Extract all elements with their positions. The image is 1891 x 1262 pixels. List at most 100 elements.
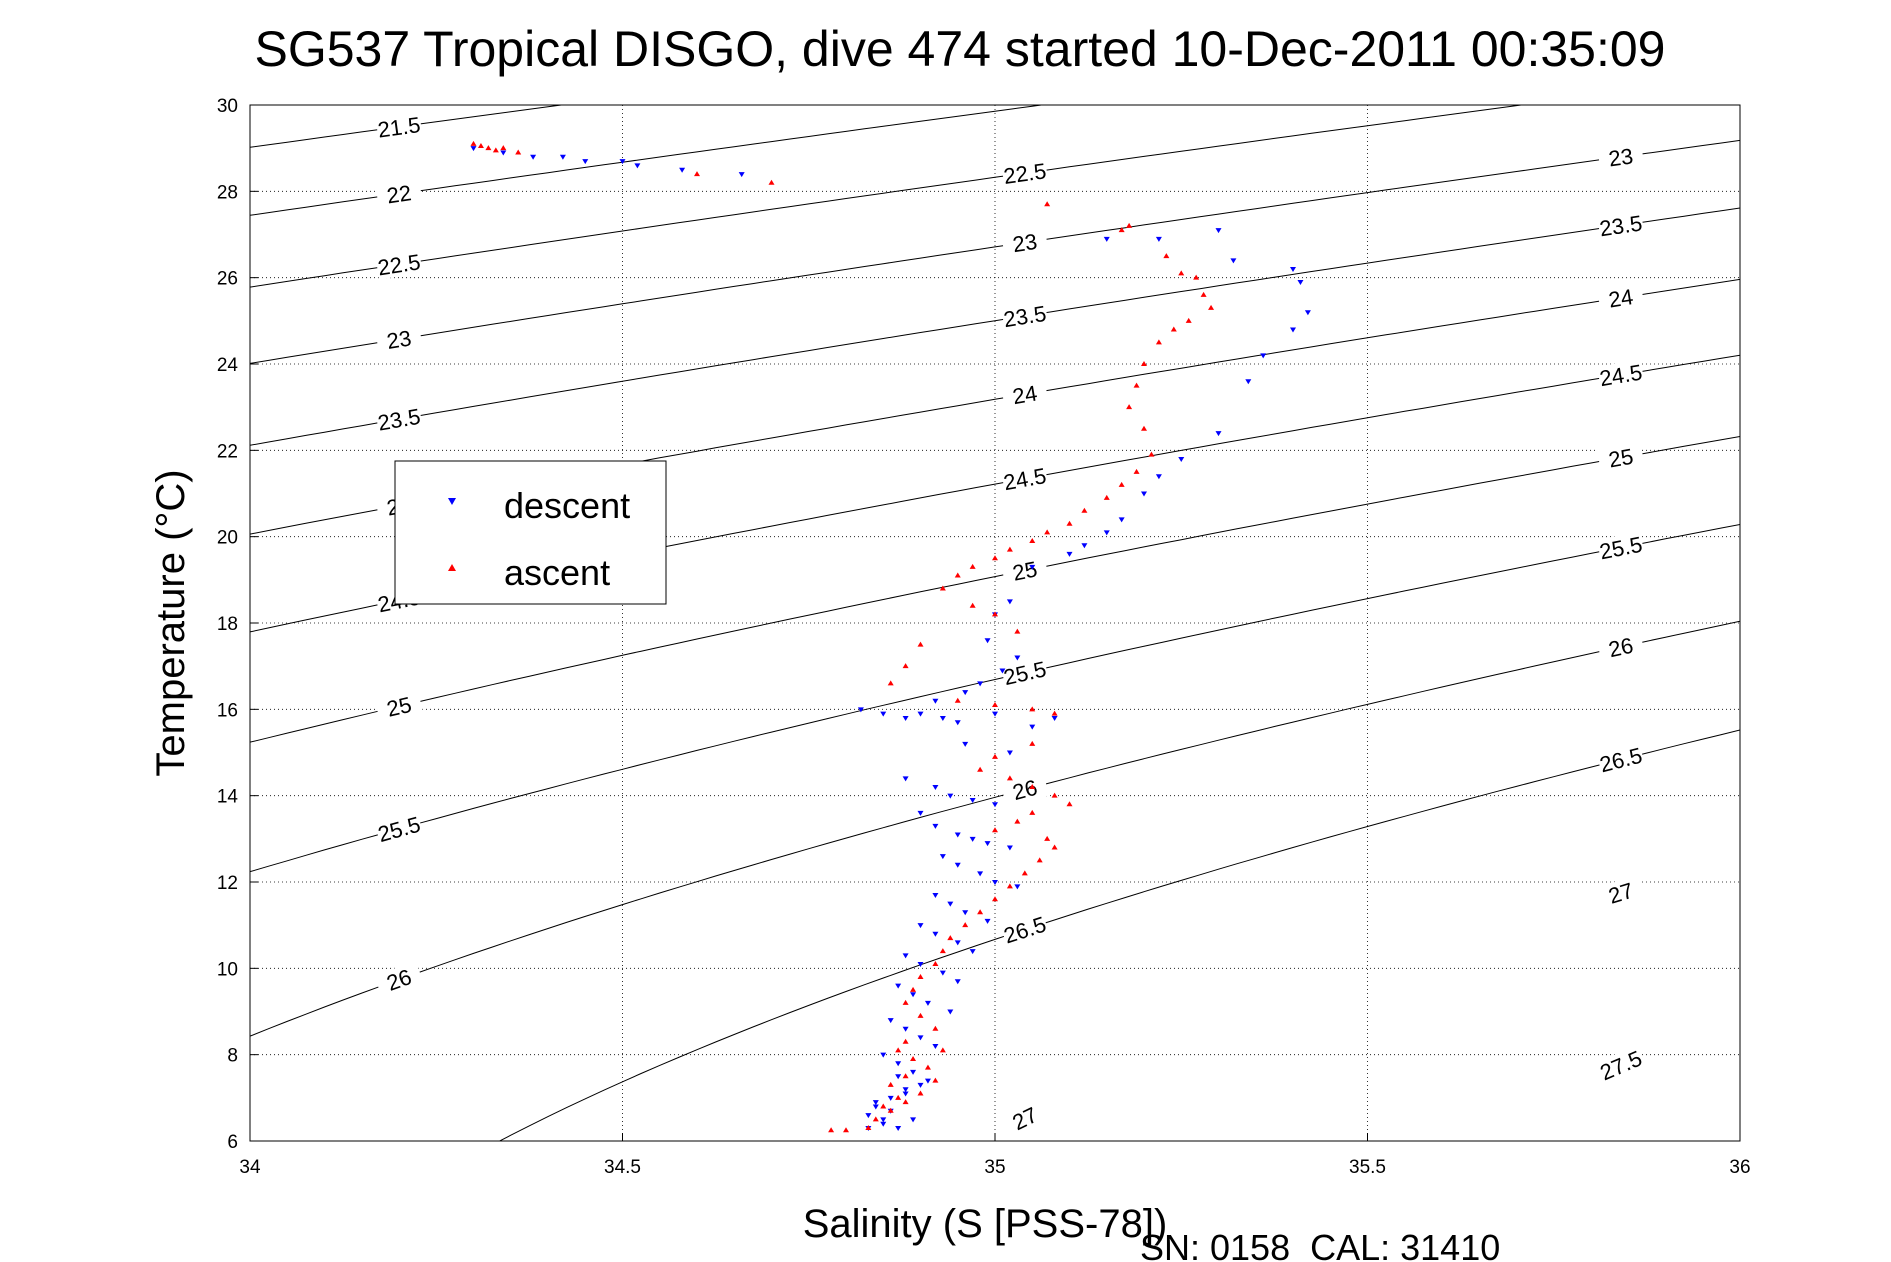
ascent-point: [1029, 537, 1036, 543]
ascent-point: [470, 140, 477, 146]
ascent-point: [902, 1073, 909, 1079]
ascent-point: [1006, 546, 1013, 552]
legend-box: [394, 460, 667, 605]
descent-point: [857, 707, 864, 713]
ascent-point: [1014, 818, 1021, 824]
contour-label-bg: [1001, 300, 1049, 332]
x-axis-label: Salinity (S [PSS-78]): [803, 1202, 1168, 1246]
ascent-point: [1148, 451, 1155, 457]
ascent-point: [1185, 317, 1192, 323]
descent-point: [1290, 267, 1296, 273]
descent-point: [939, 970, 946, 976]
ascent-point: [917, 973, 924, 979]
descent-point: [679, 167, 686, 173]
footer-serial-cal: SN: 0158 CAL: 31410: [1140, 1227, 1500, 1262]
descent-point: [932, 698, 939, 704]
ascent-point: [939, 585, 946, 591]
contour-label: 24: [1011, 380, 1039, 409]
ascent-point: [1029, 809, 1036, 815]
contour-label: 25: [1607, 444, 1636, 473]
ascent-point: [932, 1025, 939, 1031]
ascent-point: [992, 827, 998, 833]
isopycnal-line: [250, 207, 1740, 446]
ascent-point: [1178, 270, 1185, 276]
descent-point: [738, 172, 745, 178]
ascent-point: [977, 909, 984, 915]
contour-label-bg: [1001, 227, 1049, 258]
descent-point: [917, 711, 924, 717]
ascent-point: [887, 1081, 894, 1087]
y-tick-label: 6: [227, 1132, 238, 1153]
contour-label: 27: [387, 0, 411, 5]
contour-label-bg: [375, 112, 423, 142]
descent-point: [559, 154, 566, 160]
descent-point: [582, 159, 589, 165]
isopycnal-line: [250, 436, 1740, 743]
ascent-point: [1170, 326, 1177, 332]
contour-label: 23: [385, 325, 413, 354]
legend-ascent-label: ascent: [504, 552, 610, 593]
data-points: [470, 140, 1311, 1133]
descent-point: [939, 715, 946, 721]
ascent-point: [515, 149, 522, 155]
descent-point: [924, 1000, 931, 1006]
descent-point: [962, 690, 969, 696]
isopycnal-line: [250, 105, 1045, 216]
ascent-point: [843, 1127, 849, 1133]
ascent-point: [932, 961, 939, 967]
contour-label-bg: [1596, 742, 1646, 777]
contour-label-bg: [375, 403, 423, 435]
contour-label-bg: [1597, 282, 1645, 314]
descent-point: [887, 1018, 894, 1024]
x-tick-label: 35: [984, 1157, 1005, 1178]
contour-label: 22: [385, 180, 413, 208]
ascent-point: [1133, 468, 1140, 474]
descent-point: [917, 962, 924, 968]
contour-label: 27.5: [1003, 0, 1046, 5]
contour-label-bg: [1596, 531, 1645, 564]
contour-label-bg: [1597, 210, 1645, 241]
descent-point: [902, 1091, 909, 1097]
legend-ascent-marker: [448, 564, 456, 571]
descent-point: [1051, 715, 1058, 721]
ascent-point: [992, 611, 998, 617]
descent-point: [1215, 228, 1222, 234]
ascent-point: [1051, 844, 1058, 850]
descent-point: [910, 1117, 917, 1123]
ascent-point: [1118, 227, 1125, 233]
ascent-point: [1006, 775, 1013, 781]
contour-label-bg: [1000, 772, 1050, 807]
contour-label-bg: [375, 323, 423, 355]
contour-label: 23: [1011, 229, 1039, 257]
y-tick-label: 12: [217, 873, 238, 894]
ascent-point: [1006, 883, 1013, 889]
y-tick-label: 16: [217, 700, 238, 721]
descent-point: [1118, 517, 1125, 523]
descent-point: [992, 711, 998, 717]
descent-point: [992, 880, 998, 885]
contour-label: 21.5: [376, 112, 422, 143]
descent-point: [902, 1087, 909, 1093]
ascent-point: [917, 641, 924, 647]
descent-point: [992, 802, 998, 808]
descent-point: [895, 1061, 902, 1067]
y-tick-label: 22: [217, 441, 238, 462]
contour-label-bg: [1596, 630, 1645, 664]
ascent-point: [1066, 520, 1073, 526]
ascent-point: [828, 1127, 835, 1133]
descent-point: [1178, 456, 1185, 462]
y-tick-label: 18: [217, 614, 238, 635]
descent-point: [932, 892, 939, 898]
ascent-point: [932, 1077, 939, 1083]
ascent-point: [924, 1064, 931, 1070]
ascent-point: [902, 1099, 909, 1105]
descent-point: [619, 159, 626, 165]
descent-point: [1006, 599, 1013, 605]
descent-point: [1215, 431, 1222, 437]
ascent-point: [992, 555, 998, 561]
descent-point: [1029, 724, 1036, 730]
ascent-point: [902, 1038, 909, 1044]
descent-point: [999, 668, 1006, 674]
descent-point: [865, 1113, 872, 1119]
isopycnal-line: [250, 105, 1525, 288]
